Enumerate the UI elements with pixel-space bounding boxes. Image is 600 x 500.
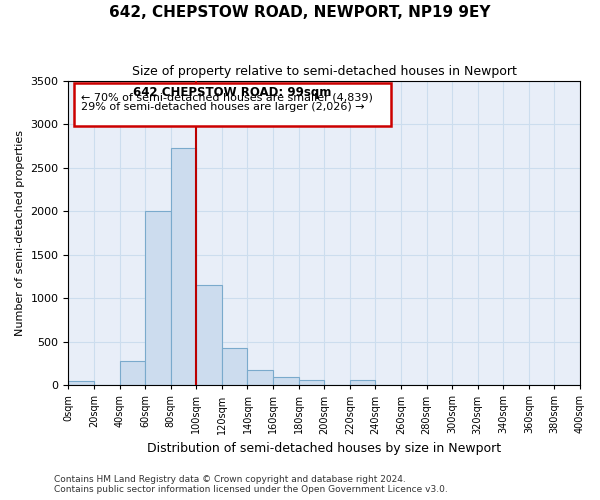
Bar (74, 83, 391, 126)
Bar (299, 380, 324, 386)
Bar (171, 148, 196, 386)
Text: Contains HM Land Registry data © Crown copyright and database right 2024.
Contai: Contains HM Land Registry data © Crown c… (54, 474, 448, 494)
Bar (222, 348, 247, 386)
Bar (247, 370, 273, 386)
Text: 29% of semi-detached houses are larger (2,026) →: 29% of semi-detached houses are larger (… (81, 102, 365, 113)
Bar (145, 211, 171, 386)
Text: 642, CHEPSTOW ROAD, NEWPORT, NP19 9EY: 642, CHEPSTOW ROAD, NEWPORT, NP19 9EY (109, 5, 491, 20)
Bar (350, 380, 376, 386)
X-axis label: Distribution of semi-detached houses by size in Newport: Distribution of semi-detached houses by … (147, 442, 501, 455)
Bar (68, 381, 94, 386)
Text: 642 CHEPSTOW ROAD: 99sqm: 642 CHEPSTOW ROAD: 99sqm (133, 86, 331, 99)
Text: ← 70% of semi-detached houses are smaller (4,839): ← 70% of semi-detached houses are smalle… (81, 92, 373, 102)
Bar (273, 376, 299, 386)
Bar (196, 285, 222, 386)
Bar (119, 361, 145, 386)
Title: Size of property relative to semi-detached houses in Newport: Size of property relative to semi-detach… (132, 65, 517, 78)
Y-axis label: Number of semi-detached properties: Number of semi-detached properties (15, 130, 25, 336)
